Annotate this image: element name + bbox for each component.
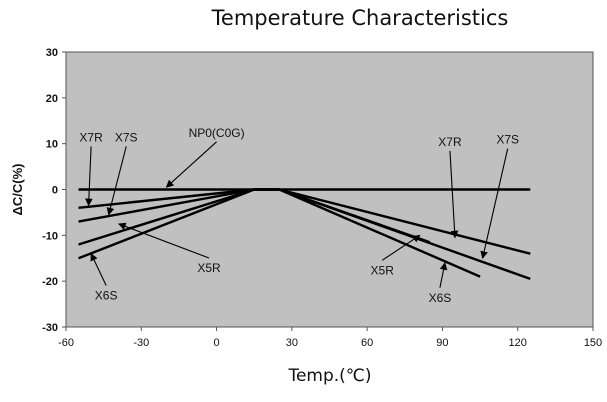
series-line-x6s xyxy=(78,188,481,278)
x-tick-label: 120 xyxy=(509,337,527,349)
x-tick-label: 90 xyxy=(436,337,448,349)
x-axis-label: Temp.(℃) xyxy=(288,366,372,386)
y-axis-label: ΔC/C(%) xyxy=(10,164,25,216)
annotation-arrow xyxy=(106,146,127,216)
annotation-label: X6S xyxy=(95,289,118,303)
annotation-label: X7S xyxy=(496,133,519,147)
annotation-arrow xyxy=(90,252,107,286)
annotation-label: X5R xyxy=(371,263,395,277)
annotation-label: X6S xyxy=(429,291,452,305)
annotation-label: X7S xyxy=(115,130,138,144)
y-tick-label: -20 xyxy=(42,276,58,288)
x-tick-label: 0 xyxy=(214,337,220,349)
annotation-arrow xyxy=(117,222,210,259)
y-tick-label: 10 xyxy=(46,139,58,151)
y-tick-label: 0 xyxy=(52,185,58,197)
x-tick-label: 60 xyxy=(361,337,373,349)
x-tick-label: -60 xyxy=(58,337,74,349)
y-tick-label: -30 xyxy=(42,322,58,334)
annotation-label: X7R xyxy=(79,130,103,144)
y-tick-label: 20 xyxy=(46,93,58,105)
x-tick-label: 150 xyxy=(584,337,602,349)
annotation-arrow xyxy=(165,141,217,188)
annotation-arrow xyxy=(480,148,509,260)
annotation-arrow xyxy=(439,262,448,288)
annotation-label: X5R xyxy=(197,261,221,275)
annotation-label: X7R xyxy=(438,135,462,149)
annotation-arrow xyxy=(381,234,421,261)
chart-title: Temperature Characteristics xyxy=(211,6,509,30)
annotation-label: NP0(C0G) xyxy=(189,126,245,140)
x-tick-label: 30 xyxy=(286,337,298,349)
annotation-arrow xyxy=(85,146,93,207)
x-tick-label: -30 xyxy=(133,337,149,349)
annotation-arrow xyxy=(449,150,459,239)
y-tick-label: -10 xyxy=(42,230,58,242)
y-tick-label: 30 xyxy=(46,47,58,59)
